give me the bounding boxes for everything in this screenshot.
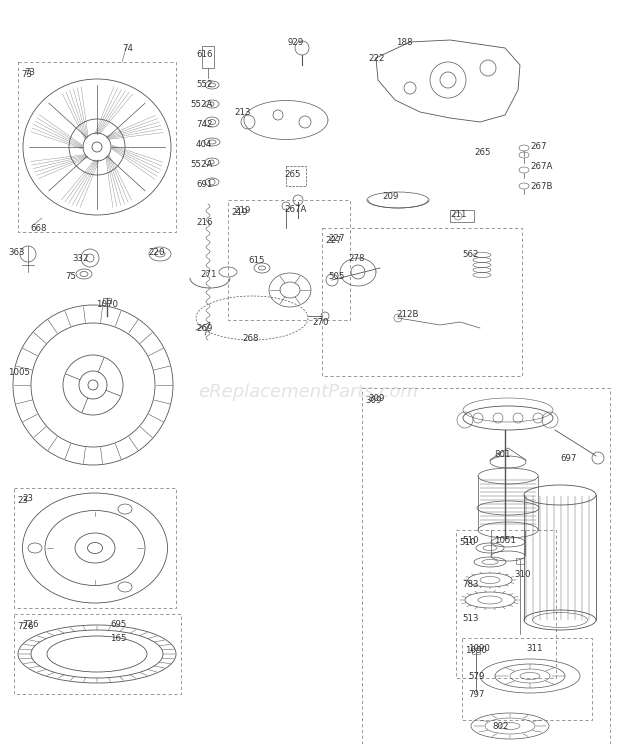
Bar [450,210,474,222]
Bar [472,648,480,654]
Bar [322,228,522,376]
Text: 363: 363 [8,248,25,257]
Text: 1070: 1070 [96,300,118,309]
Bar [286,166,306,186]
Text: 73: 73 [21,70,32,79]
Text: 213: 213 [234,108,250,117]
Text: 271: 271 [200,270,216,279]
Text: 211: 211 [450,210,466,219]
Text: 209: 209 [382,192,399,201]
Text: 697: 697 [560,454,577,463]
Text: 73: 73 [24,68,35,77]
Text: 513: 513 [462,614,479,623]
Text: 265: 265 [284,170,301,179]
Text: 742: 742 [196,120,213,129]
Text: 269: 269 [196,324,213,333]
Text: 505: 505 [328,272,345,281]
Text: 1051: 1051 [494,536,516,545]
Text: 310: 310 [514,570,531,579]
Text: 726: 726 [17,622,33,631]
Text: 802: 802 [492,722,508,731]
Bar [14,488,176,608]
Text: 783: 783 [462,580,479,589]
Text: 267B: 267B [530,182,552,191]
Text: 219: 219 [231,208,247,217]
Text: 216: 216 [196,218,213,227]
Bar [362,388,610,744]
Text: 695: 695 [110,620,126,629]
Text: 227: 227 [325,236,342,245]
Text: 219: 219 [234,206,250,215]
Text: 23: 23 [22,494,33,503]
Bar [456,530,556,678]
Text: 615: 615 [248,256,265,265]
Text: 278: 278 [348,254,365,263]
Text: 1090: 1090 [465,646,487,655]
Text: 270: 270 [312,318,329,327]
Bar [202,46,214,68]
Text: 188: 188 [396,38,412,47]
Text: 797: 797 [468,690,484,699]
Text: 929: 929 [288,38,304,47]
Bar [228,200,350,320]
Text: 1005: 1005 [8,368,30,377]
Text: 23: 23 [17,496,28,505]
Text: 265: 265 [474,148,490,157]
Text: 691: 691 [196,180,213,189]
Text: 668: 668 [30,224,46,233]
Bar [18,62,176,232]
Text: 212B: 212B [396,310,418,319]
Text: 562: 562 [462,250,479,259]
Bar [516,558,524,564]
Text: 404: 404 [196,140,213,149]
Text: 222: 222 [368,54,384,63]
Bar [462,638,592,720]
Text: 165: 165 [110,634,126,643]
Text: 74: 74 [122,44,133,53]
Text: 552A: 552A [190,160,213,169]
Text: 552: 552 [196,80,213,89]
Bar [103,298,111,303]
Text: 267A: 267A [530,162,552,171]
Text: 801: 801 [494,450,510,459]
Text: 267A: 267A [284,205,306,214]
Text: 75: 75 [65,272,76,281]
Text: 726: 726 [22,620,38,629]
Text: 510: 510 [459,538,476,547]
Text: 579: 579 [468,672,484,681]
Text: 267: 267 [530,142,546,151]
Text: 309: 309 [368,394,384,403]
Text: 268: 268 [242,334,259,343]
Text: eReplacementParts.com: eReplacementParts.com [198,383,418,401]
Bar [14,614,181,694]
Text: 227: 227 [328,234,345,243]
Text: 332: 332 [72,254,89,263]
Text: 311: 311 [526,644,542,653]
Text: 616: 616 [196,50,213,59]
Text: 552A: 552A [190,100,213,109]
Text: 309: 309 [365,396,381,405]
Text: 510: 510 [462,536,479,545]
Text: 1090: 1090 [468,644,490,653]
Text: 220: 220 [148,248,164,257]
